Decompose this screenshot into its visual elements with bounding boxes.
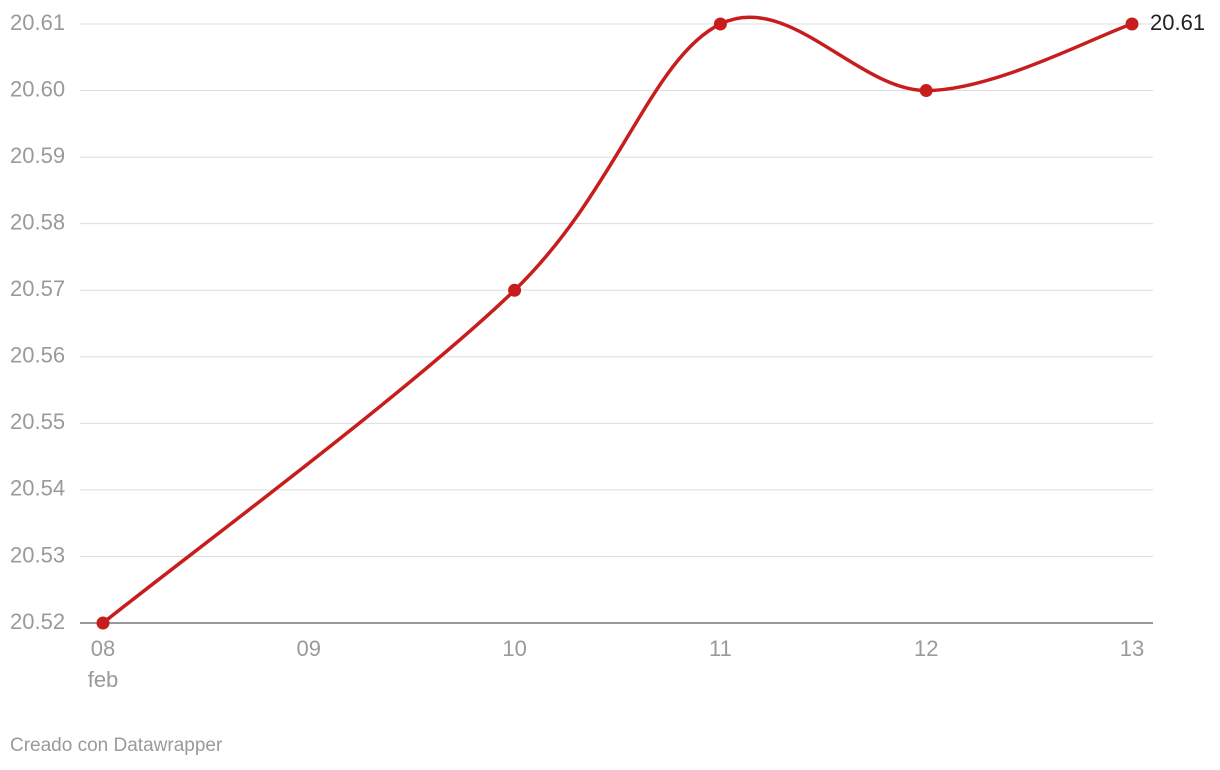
- y-tick-label: 20.55: [10, 409, 65, 434]
- x-tick-label: 12: [914, 636, 938, 661]
- x-tick-label: 08: [91, 636, 115, 661]
- y-tick-label: 20.59: [10, 143, 65, 168]
- x-sub-label: feb: [88, 667, 119, 692]
- y-tick-label: 20.60: [10, 76, 65, 101]
- line: [101, 15, 1133, 625]
- y-tick-label: 20.53: [10, 542, 65, 567]
- y-tick-label: 20.52: [10, 609, 65, 634]
- y-tick-label: 20.56: [10, 343, 65, 368]
- value-label: 20.61: [1150, 10, 1205, 35]
- x-tick-label: 09: [297, 636, 321, 661]
- point: [713, 17, 727, 31]
- y-tick-label: 20.54: [10, 476, 65, 501]
- y-tick-label: 20.61: [10, 10, 65, 35]
- x-tick-label: 10: [502, 636, 526, 661]
- x-tick-label: 13: [1120, 636, 1144, 661]
- footer: Creado con Datawrapper: [10, 735, 223, 756]
- y-tick-label: 20.58: [10, 209, 65, 234]
- point: [508, 283, 522, 297]
- x-tick-label: 11: [709, 636, 732, 661]
- y-tick-label: 20.57: [10, 276, 65, 301]
- point: [1125, 17, 1139, 31]
- point: [96, 616, 110, 630]
- point: [919, 84, 933, 98]
